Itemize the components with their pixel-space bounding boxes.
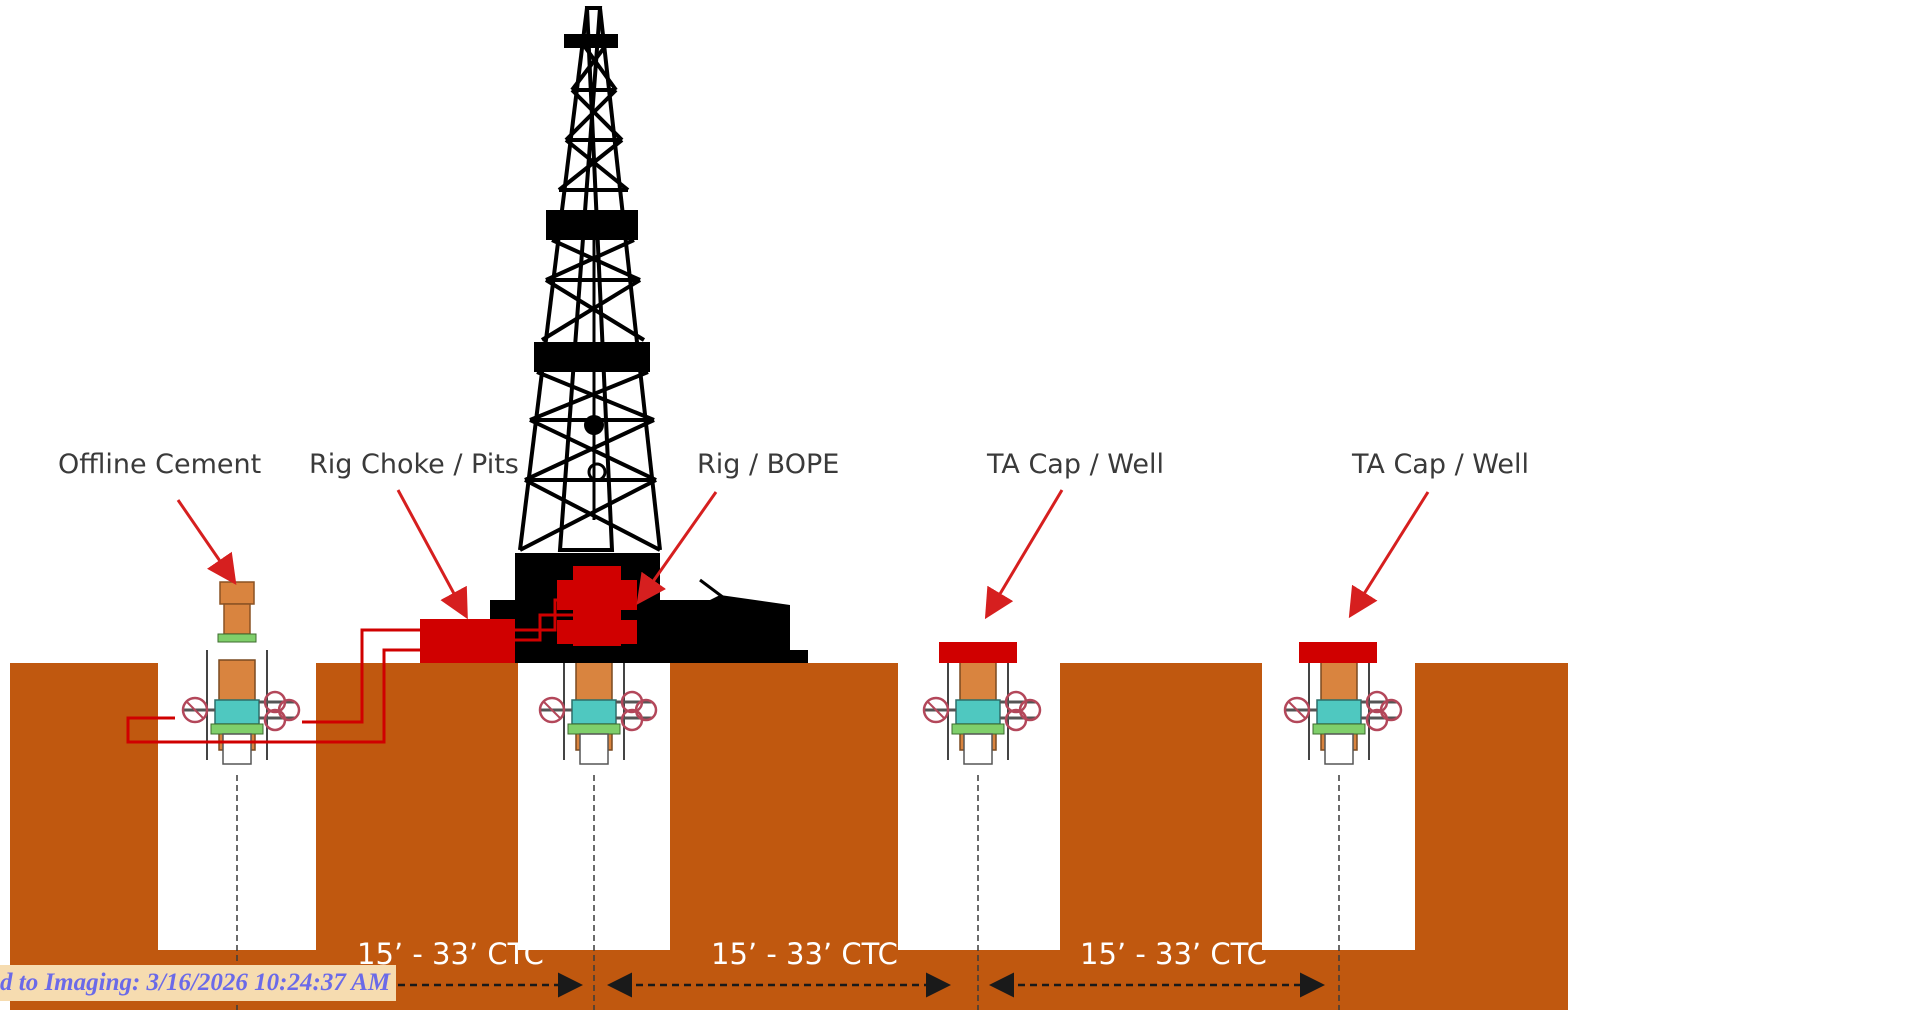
rig-stairs — [699, 578, 781, 642]
imaging-stamp: d to Imaging: 3/16/2026 10:24:37 AM — [0, 965, 397, 1001]
rig-platform-2 — [534, 342, 650, 372]
rig-mat — [490, 650, 808, 663]
hook-block — [584, 415, 604, 435]
bope-stack — [557, 566, 637, 646]
wellhead-icon — [175, 638, 301, 777]
arrow-icon — [396, 489, 468, 620]
rig-substructure — [490, 553, 805, 663]
arrow-icon — [1348, 491, 1430, 619]
label-ta-cap-well-2: TA Cap / Well — [1352, 449, 1529, 480]
label-rig-bope: Rig / BOPE — [697, 449, 840, 480]
ta-cap-1 — [939, 642, 1017, 663]
arrow-icon — [984, 489, 1064, 620]
hook — [587, 462, 607, 482]
label-ctc-2: 15’ - 33’ CTC — [711, 937, 898, 971]
arrow-icon — [176, 499, 237, 585]
label-ta-cap-well-1: TA Cap / Well — [987, 449, 1164, 480]
arrow-icon — [636, 491, 718, 605]
label-rig-choke-pits: Rig Choke / Pits — [309, 449, 519, 480]
ground — [10, 663, 1568, 1010]
rig-choke-pits-unit — [420, 619, 515, 663]
ta-cap-2 — [1299, 642, 1377, 663]
rig-platform-1 — [546, 210, 638, 240]
label-ctc-3: 15’ - 33’ CTC — [1080, 937, 1267, 971]
label-offline-cement: Offline Cement — [58, 449, 262, 480]
offline-cement-stack — [217, 581, 257, 643]
connection-lines — [126, 598, 573, 744]
